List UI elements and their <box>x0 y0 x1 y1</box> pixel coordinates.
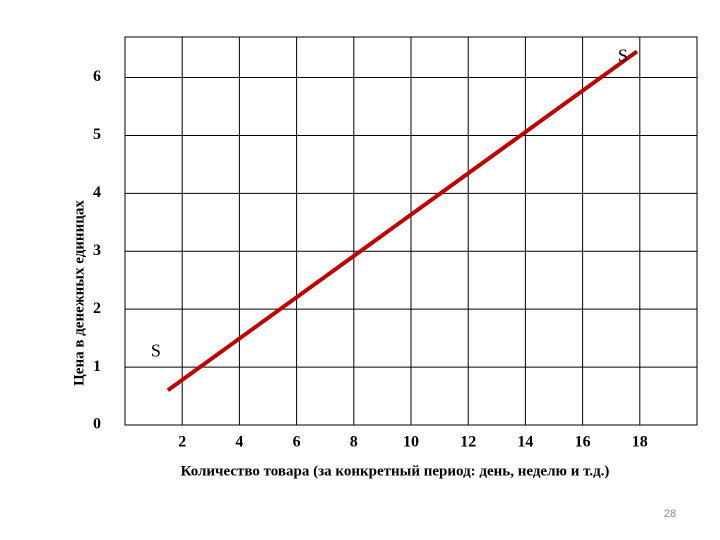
y-tick-label: 1 <box>93 358 101 375</box>
x-tick-label: 4 <box>235 434 243 451</box>
x-tick-label: 18 <box>632 434 648 451</box>
page-number: 28 <box>664 508 676 520</box>
y-axis-label: Цена в денежных единицах <box>71 200 87 386</box>
x-tick-label: 12 <box>460 434 476 451</box>
y-tick-label: 4 <box>93 184 101 201</box>
y-tick-label: 2 <box>93 300 101 317</box>
y-tick-label: 5 <box>93 126 101 143</box>
x-tick-label: 2 <box>178 434 186 451</box>
x-axis-label: Количество товара (за конкретный период:… <box>181 463 610 479</box>
curve-label: S <box>151 340 161 360</box>
x-tick-label: 16 <box>575 434 591 451</box>
x-tick-label: 8 <box>350 434 358 451</box>
x-tick-label: 10 <box>403 434 419 451</box>
y-tick-label: 0 <box>93 416 101 433</box>
x-tick-label: 14 <box>517 434 533 451</box>
x-tick-label: 6 <box>293 434 301 451</box>
curve-label: S <box>618 46 628 66</box>
y-tick-label: 6 <box>93 68 101 85</box>
y-tick-label: 3 <box>93 242 101 259</box>
supply-line <box>166 49 639 392</box>
